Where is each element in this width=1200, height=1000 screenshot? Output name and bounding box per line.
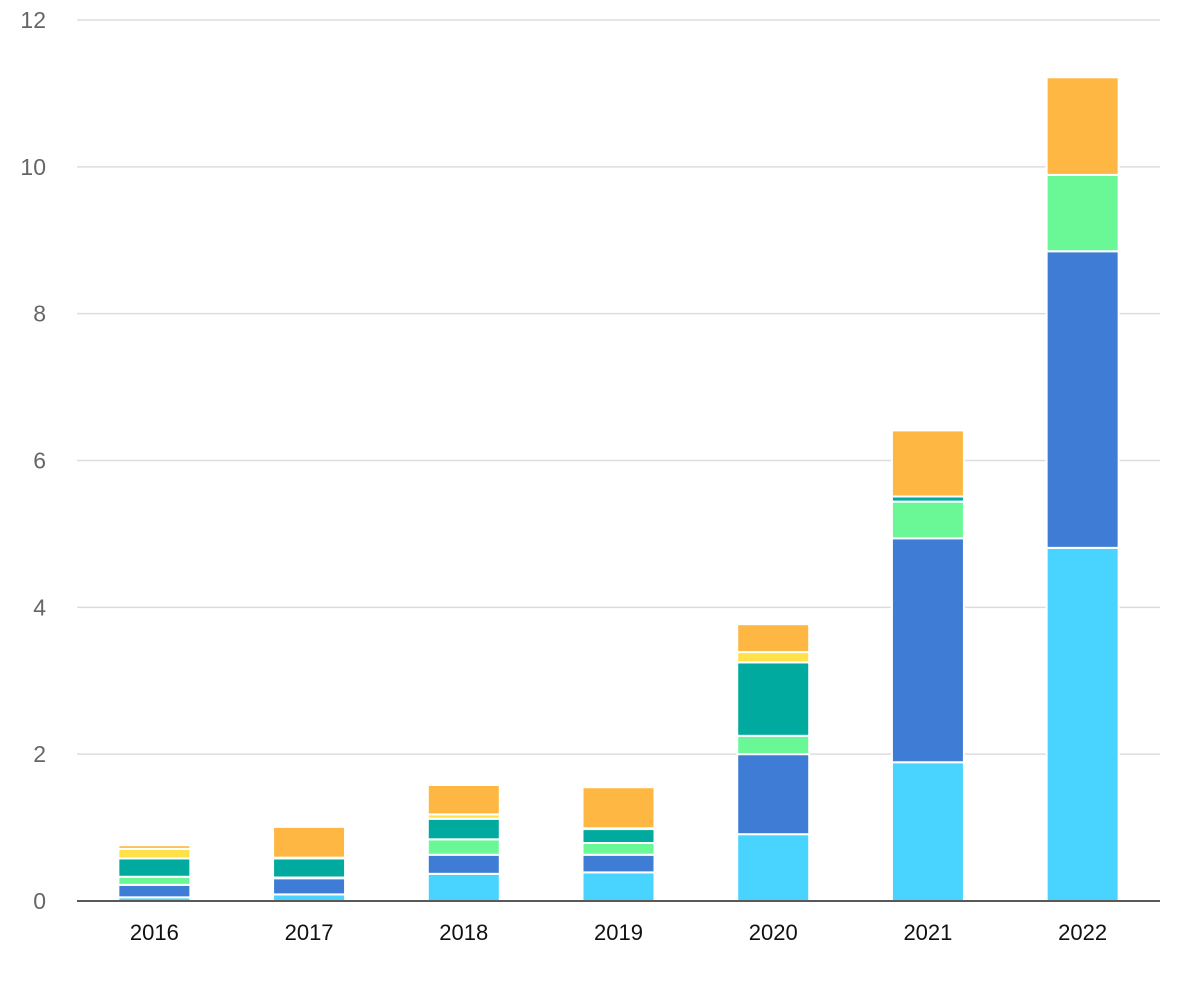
bar-segment: [736, 623, 811, 654]
bar-segment: [117, 844, 192, 850]
bar-segment: [581, 871, 656, 902]
y-tick-label: 6: [33, 448, 46, 474]
bar-segment: [1045, 250, 1120, 549]
x-tick-label: 2021: [903, 920, 952, 945]
bars: [117, 76, 1120, 903]
bar-segment: [426, 853, 501, 875]
bar-segment: [117, 847, 192, 860]
bar-segment: [890, 537, 965, 764]
bar-segment: [426, 872, 501, 902]
bar-segment: [581, 842, 656, 856]
x-tick-label: 2022: [1058, 920, 1107, 945]
bar-segment: [426, 817, 501, 841]
bar-segment: [272, 825, 347, 859]
x-tick-label: 2019: [594, 920, 643, 945]
x-tick-label: 2017: [285, 920, 334, 945]
y-tick-label: 0: [33, 888, 46, 914]
bar-segment: [272, 857, 347, 879]
bar-segment: [117, 875, 192, 886]
bar-segment: [736, 734, 811, 756]
x-axis-tick-labels: 2016 2017 2018 2019 2020 2021 2022: [130, 920, 1107, 945]
y-tick-label: 4: [33, 594, 46, 620]
bar-segment: [272, 877, 347, 896]
bar-segment: [1045, 546, 1120, 902]
bar-segment: [890, 500, 965, 540]
bar-segment: [426, 838, 501, 856]
bar-segment: [117, 883, 192, 899]
bar-segment: [736, 661, 811, 737]
bar-segment: [890, 429, 965, 498]
x-tick-label: 2018: [439, 920, 488, 945]
bar-segment: [581, 828, 656, 845]
bar-segment: [581, 786, 656, 830]
x-tick-label: 2016: [130, 920, 179, 945]
bar-segment: [1045, 76, 1120, 176]
bar-segment: [117, 857, 192, 878]
y-tick-label: 12: [20, 7, 46, 33]
bar-segment: [890, 761, 965, 902]
y-tick-label: 8: [33, 301, 46, 327]
bar-segment: [426, 784, 501, 816]
bar-segment: [736, 833, 811, 903]
bar-segment: [736, 753, 811, 836]
bar-segment: [736, 651, 811, 664]
bar-segment: [581, 853, 656, 874]
gridlines: [77, 19, 1160, 755]
y-axis-tick-labels: 0 2 4 6 8 10 12: [20, 7, 46, 914]
y-tick-label: 2: [33, 741, 46, 767]
y-tick-label: 10: [20, 154, 46, 180]
x-tick-label: 2020: [749, 920, 798, 945]
bar-segment: [1045, 173, 1120, 253]
